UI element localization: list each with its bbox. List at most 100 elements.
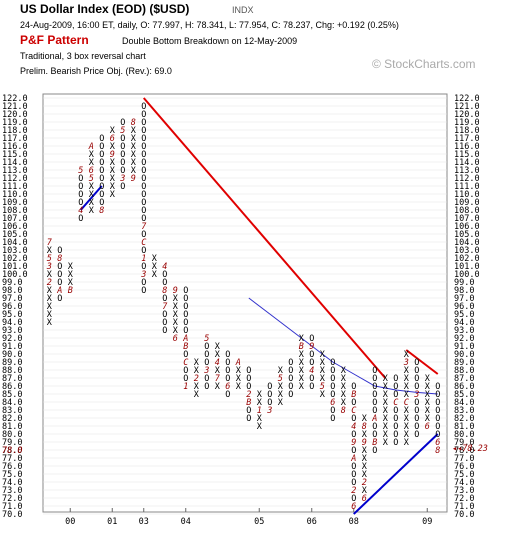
o-box: O bbox=[414, 366, 419, 376]
o-box: O bbox=[99, 142, 104, 152]
y-tick-label-right: 77.0 bbox=[454, 454, 474, 464]
month-marker: 6 bbox=[425, 422, 430, 432]
o-box: O bbox=[141, 262, 146, 272]
x-box: X bbox=[47, 318, 53, 328]
x-box: X bbox=[173, 294, 179, 304]
o-box: O bbox=[57, 262, 62, 272]
o-box: O bbox=[141, 134, 146, 144]
x-box: X bbox=[68, 262, 74, 272]
o-box: O bbox=[330, 366, 335, 376]
x-box: X bbox=[194, 366, 200, 376]
y-tick-label-right: 118.0 bbox=[454, 126, 480, 136]
o-box: O bbox=[120, 118, 125, 128]
year-label: 04 bbox=[181, 517, 191, 527]
o-box: O bbox=[246, 406, 251, 416]
y-tick-label-right: 74.0 bbox=[454, 478, 474, 488]
y-tick-label-right: 109.0 bbox=[454, 198, 480, 208]
o-box: O bbox=[309, 382, 314, 392]
y-tick-label-right: 92.0 bbox=[454, 334, 474, 344]
x-box: X bbox=[299, 350, 305, 360]
y-tick-label-right: 98.0 bbox=[454, 286, 474, 296]
month-marker: 7 bbox=[141, 222, 147, 232]
o-box: O bbox=[99, 182, 104, 192]
month-marker: 5 bbox=[89, 174, 94, 184]
o-box: O bbox=[393, 438, 398, 448]
o-box: O bbox=[204, 382, 209, 392]
x-box: X bbox=[299, 374, 305, 384]
o-box: O bbox=[246, 366, 251, 376]
x-box: X bbox=[110, 190, 116, 200]
y-tick-label-right: 100.0 bbox=[454, 270, 480, 280]
x-box: X bbox=[404, 366, 410, 376]
month-marker: 8 bbox=[162, 286, 167, 296]
o-box: O bbox=[99, 158, 104, 168]
x-box: X bbox=[383, 406, 389, 416]
y-tick-label: 77.0 bbox=[2, 454, 22, 464]
y-tick-label: 94.0 bbox=[2, 318, 22, 328]
y-tick-label-right: 111.0 bbox=[454, 182, 480, 192]
y-tick-label-right: 94.0 bbox=[454, 318, 474, 328]
o-box: O bbox=[414, 398, 419, 408]
right-axis: 70.071.072.073.074.075.076.077.078.079.0… bbox=[454, 94, 480, 520]
y-tick-label-right: 108.0 bbox=[454, 206, 480, 216]
y-tick-label-right: 99.0 bbox=[454, 278, 474, 288]
o-box: O bbox=[435, 398, 440, 408]
x-box: X bbox=[236, 374, 242, 384]
current-price-axis-label: 78.0 bbox=[2, 446, 22, 456]
x-box: X bbox=[320, 374, 326, 384]
y-tick-label-right: 101.0 bbox=[454, 262, 480, 272]
o-box: O bbox=[141, 102, 146, 112]
x-box: X bbox=[425, 406, 431, 416]
x-box: X bbox=[173, 310, 179, 320]
o-box: O bbox=[330, 382, 335, 392]
y-tick-label-right: 73.0 bbox=[454, 486, 474, 496]
month-marker: 4 bbox=[162, 262, 167, 272]
year-label: 06 bbox=[307, 517, 317, 527]
x-box: X bbox=[383, 414, 389, 424]
y-tick-label: 105.0 bbox=[2, 230, 28, 240]
y-tick-label: 121.0 bbox=[2, 102, 28, 112]
x-box: X bbox=[110, 182, 116, 192]
x-box: X bbox=[278, 398, 284, 408]
resistance-trendline bbox=[405, 349, 439, 375]
month-marker: 4 bbox=[309, 366, 314, 376]
o-box: O bbox=[141, 182, 146, 192]
y-tick-label-right: 105.0 bbox=[454, 230, 480, 240]
o-box: O bbox=[141, 206, 146, 216]
o-box: O bbox=[183, 294, 188, 304]
y-tick-label: 86.0 bbox=[2, 382, 22, 392]
y-tick-label: 110.0 bbox=[2, 190, 28, 200]
o-box: O bbox=[120, 142, 125, 152]
month-marker: C bbox=[393, 398, 399, 408]
month-marker: 3 bbox=[413, 390, 419, 400]
moving-average-line bbox=[248, 297, 438, 395]
x-box: X bbox=[257, 414, 263, 424]
x-box: X bbox=[383, 382, 389, 392]
x-box: X bbox=[425, 398, 431, 408]
y-tick-label-right: 88.0 bbox=[454, 366, 474, 376]
y-tick-label: 70.0 bbox=[2, 510, 22, 520]
y-tick-label-right: 79.0 bbox=[454, 438, 474, 448]
x-box: X bbox=[278, 382, 284, 392]
x-box: X bbox=[131, 134, 137, 144]
y-tick-label: 113.0 bbox=[2, 166, 28, 176]
month-marker: 5 bbox=[78, 166, 83, 176]
month-marker: B bbox=[68, 286, 73, 296]
x-box: X bbox=[383, 390, 389, 400]
x-box: X bbox=[362, 470, 368, 480]
o-box: O bbox=[120, 182, 125, 192]
o-box: O bbox=[141, 214, 146, 224]
o-box: O bbox=[435, 422, 440, 432]
month-marker: 9 bbox=[351, 438, 356, 448]
y-tick-label: 109.0 bbox=[2, 198, 28, 208]
x-box: X bbox=[173, 326, 179, 336]
